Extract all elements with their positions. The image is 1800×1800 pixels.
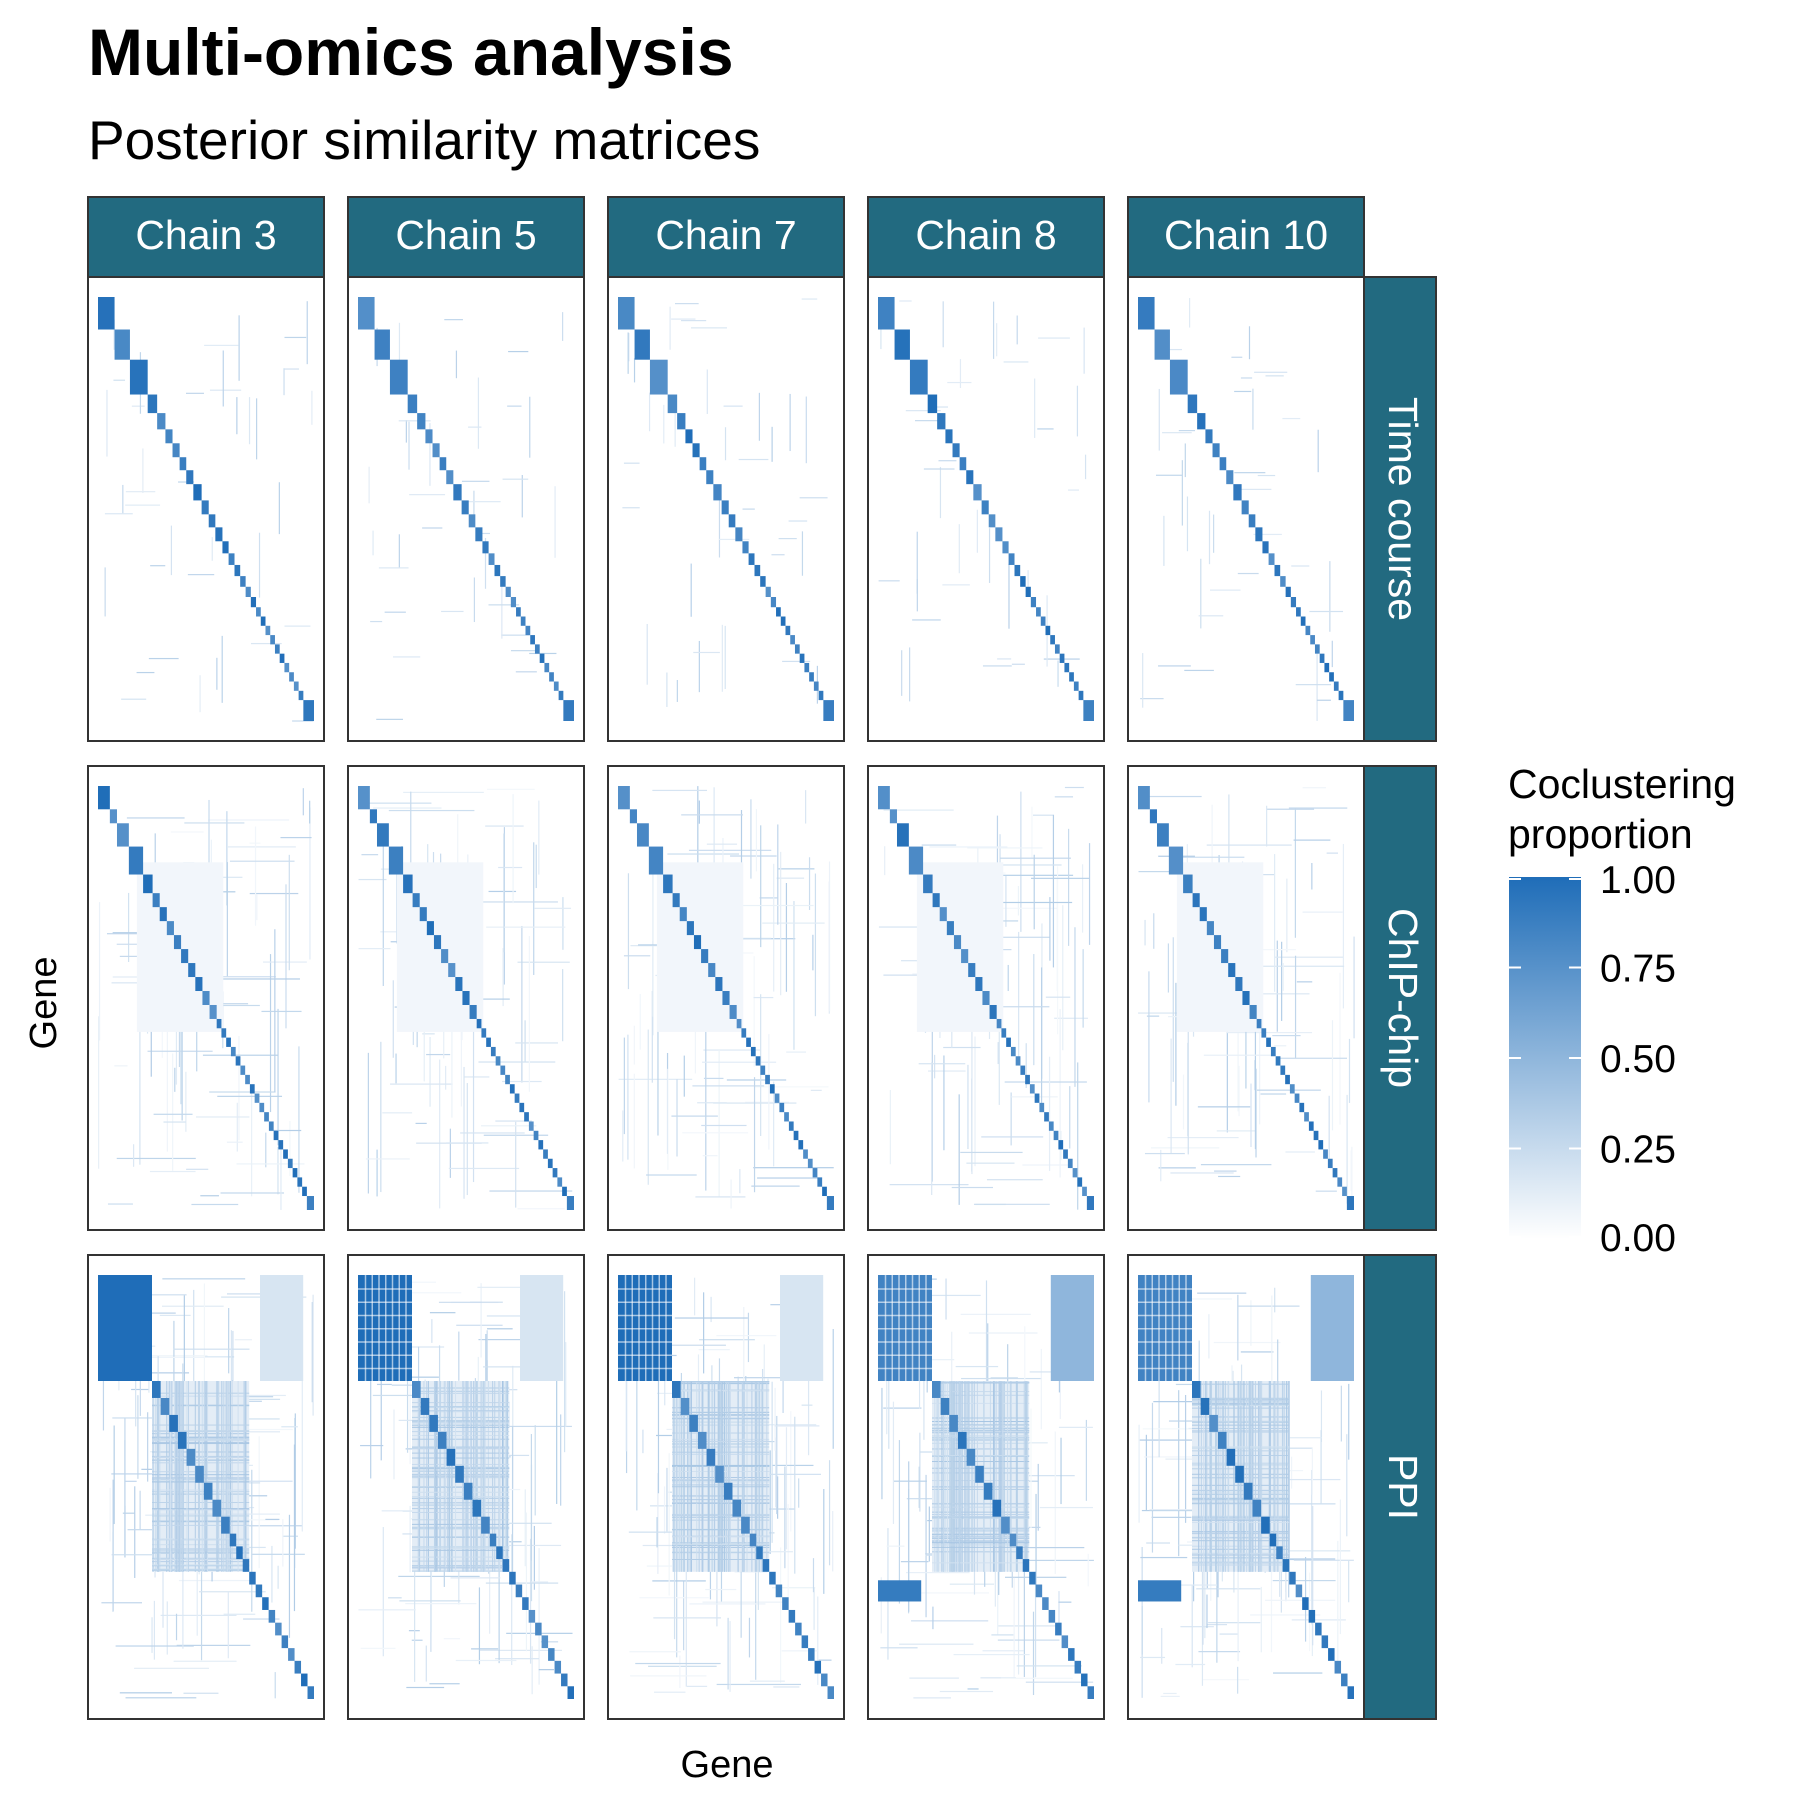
panel-border [1127, 1254, 1365, 1720]
strip-label-time-course: Time course [1380, 397, 1426, 621]
legend-tick-label: 0.00 [1600, 1217, 1676, 1260]
heatmap-cells [878, 1275, 1094, 1699]
panel-ppi-chain-8 [867, 1254, 1105, 1720]
strip-chain-8: Chain 8 [867, 196, 1105, 278]
strip-chain-7: Chain 7 [607, 196, 845, 278]
strip-label-chain-8: Chain 8 [915, 212, 1056, 258]
strip-chain-3: Chain 3 [87, 196, 325, 278]
panel-border [347, 1254, 585, 1720]
strip-label-ppi: PPI [1380, 1454, 1426, 1520]
panel-time-course-chain-3 [87, 276, 325, 742]
panel-border [347, 276, 585, 742]
panel-ppi-chain-10 [1127, 1254, 1365, 1720]
legend-tick-label: 0.50 [1600, 1038, 1676, 1081]
panel-chip-chip-chain-5 [347, 765, 585, 1231]
panel-chip-chip-chain-8 [867, 765, 1105, 1231]
strip-label-chain-10: Chain 10 [1164, 212, 1328, 258]
heatmap-cells [358, 297, 574, 721]
panel-border [607, 765, 845, 1231]
panel-border [87, 765, 325, 1231]
panel-ppi-chain-5 [347, 1254, 585, 1720]
heatmap-cells [878, 786, 1094, 1210]
panel-time-course-chain-10 [1127, 276, 1365, 742]
strip-chip-chip: ChIP-chip [1363, 765, 1437, 1231]
heatmap-cells [618, 1275, 834, 1699]
chart-subtitle: Posterior similarity matrices [88, 109, 761, 171]
legend-title-line-1: Coclustering [1508, 761, 1736, 807]
heatmap-cells [98, 786, 314, 1210]
strip-label-chain-3: Chain 3 [135, 212, 276, 258]
panel-time-course-chain-5 [347, 276, 585, 742]
panel-border [1127, 276, 1365, 742]
strip-label-chain-5: Chain 5 [395, 212, 536, 258]
legend-tick-label: 0.25 [1600, 1129, 1676, 1172]
heatmap-cells [358, 1275, 574, 1699]
strip-label-chip-chip: ChIP-chip [1380, 908, 1426, 1088]
panel-border [607, 276, 845, 742]
panel-border [867, 276, 1105, 742]
heatmap-cells [358, 786, 574, 1210]
strip-ppi: PPI [1363, 1254, 1437, 1720]
heatmap-cells [878, 297, 1094, 721]
panel-chip-chip-chain-7 [607, 765, 845, 1231]
strip-chain-10: Chain 10 [1127, 196, 1365, 278]
panel-border [867, 765, 1105, 1231]
panel-border [347, 765, 585, 1231]
panel-border [87, 1254, 325, 1720]
heatmap-cells [98, 297, 314, 722]
heatmap-cells [618, 786, 834, 1210]
heatmap-cells [1138, 297, 1354, 721]
legend-tick-label: 1.00 [1600, 859, 1676, 902]
strip-chain-5: Chain 5 [347, 196, 585, 278]
panel-border [607, 1254, 845, 1720]
heatmap-panels [87, 276, 1365, 1720]
panel-chip-chip-chain-3 [87, 765, 325, 1231]
panel-ppi-chain-3 [87, 1254, 325, 1720]
legend-title-line-2: proportion [1508, 811, 1693, 857]
heatmap-cells [1138, 786, 1355, 1210]
panel-ppi-chain-7 [607, 1254, 845, 1720]
panel-border [867, 1254, 1105, 1720]
row-strips: Time course ChIP-chip PPI [1363, 276, 1437, 1720]
panel-chip-chip-chain-10 [1127, 765, 1365, 1231]
y-axis-label: Gene [23, 957, 65, 1050]
chart-title: Multi-omics analysis [88, 15, 734, 89]
x-axis-label: Gene [681, 1744, 774, 1786]
heatmap-cells [98, 1275, 314, 1699]
column-strips: Chain 3 Chain 5 Chain 7 Chain 8 Chain 10 [87, 196, 1365, 278]
panel-time-course-chain-7 [607, 276, 845, 742]
strip-label-chain-7: Chain 7 [655, 212, 796, 258]
legend-tick-label: 0.75 [1600, 948, 1676, 991]
panel-border [87, 276, 325, 742]
color-legend: Coclustering proportion 1.00 0.75 0.50 0.25… [1508, 761, 1736, 1260]
heatmap-cells [1138, 1275, 1354, 1699]
panel-time-course-chain-8 [867, 276, 1105, 742]
strip-time-course: Time course [1363, 276, 1437, 742]
heatmap-cells [618, 297, 834, 721]
panel-border [1127, 765, 1365, 1231]
